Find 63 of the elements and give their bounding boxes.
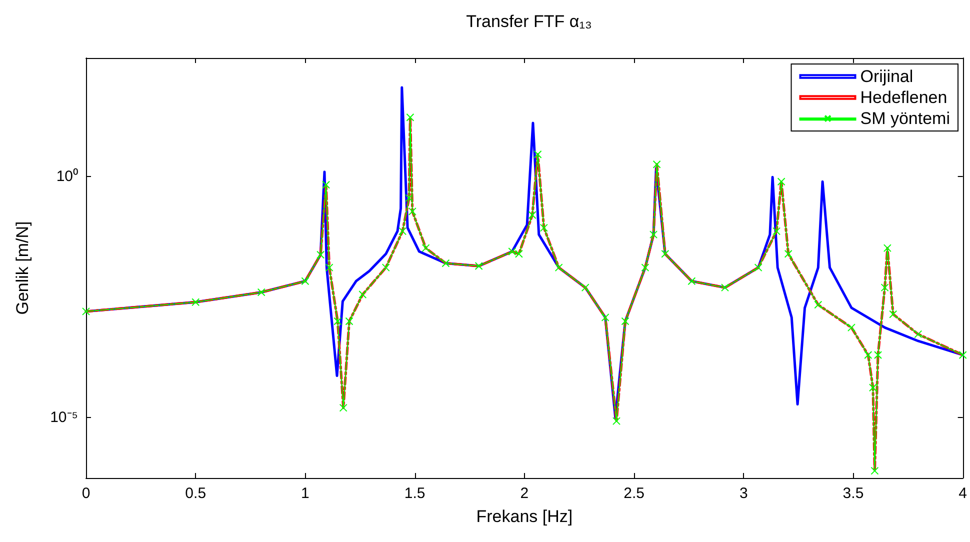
x-tick-label: 2.5	[624, 485, 644, 502]
legend-label: Orijinal	[860, 67, 914, 86]
point	[958, 350, 967, 359]
x-axis-title: Frekans [Hz]	[476, 507, 573, 526]
point	[339, 404, 348, 412]
y-tick-label: 10⁻⁵	[50, 409, 78, 426]
point	[528, 211, 536, 220]
point	[914, 330, 922, 338]
point	[408, 207, 416, 216]
point	[398, 227, 407, 236]
point	[883, 244, 892, 252]
x-tick-label: 3.5	[842, 485, 864, 502]
point	[192, 298, 200, 306]
legend-label: Hedeflenen	[860, 88, 948, 107]
point	[301, 277, 310, 286]
point	[754, 264, 762, 272]
point	[847, 324, 856, 332]
x-tick-label: 3	[739, 485, 748, 502]
point	[772, 227, 781, 236]
x-tick-label: 1.5	[404, 485, 426, 502]
point	[322, 180, 330, 189]
point	[316, 250, 325, 259]
point	[880, 284, 889, 292]
point	[777, 178, 786, 186]
point	[661, 250, 670, 258]
point	[870, 466, 879, 475]
point	[405, 194, 414, 202]
point	[650, 230, 658, 239]
x-tick-label: 1	[301, 485, 310, 502]
point	[621, 317, 630, 326]
point	[554, 264, 563, 272]
point	[641, 264, 650, 272]
point	[612, 417, 620, 426]
x-tick-label: 0	[82, 485, 90, 502]
point	[406, 113, 414, 122]
point	[652, 160, 661, 168]
point	[540, 224, 548, 232]
x-tick-label: 4	[958, 485, 967, 502]
x-tick-label: 0.5	[185, 485, 206, 502]
chart-title: Transfer FTF α₁₃	[466, 12, 592, 31]
y-tick-label: 10⁰	[56, 168, 78, 186]
point	[474, 262, 483, 270]
point	[358, 290, 367, 298]
point	[814, 300, 822, 309]
point	[868, 384, 877, 392]
point	[688, 277, 696, 286]
point	[325, 264, 334, 272]
point	[534, 150, 542, 158]
y-axis-title: Genlik [m/N]	[13, 221, 32, 315]
point	[442, 259, 450, 268]
point	[889, 310, 898, 318]
point	[601, 313, 610, 322]
point	[345, 317, 354, 326]
point	[720, 284, 729, 292]
point	[581, 284, 590, 292]
point	[422, 244, 430, 252]
point	[784, 250, 792, 258]
point	[257, 288, 266, 296]
point	[382, 264, 390, 272]
point	[334, 317, 342, 326]
legend-label: SM yöntemi	[860, 109, 950, 128]
x-tick-label: 2	[520, 485, 529, 502]
point	[82, 307, 90, 316]
